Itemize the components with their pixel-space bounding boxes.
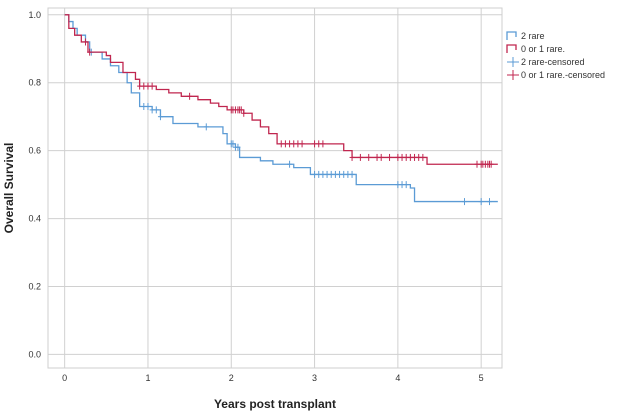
- censor-mark: [87, 48, 93, 56]
- legend-item-two-rare-censored: 2 rare-censored: [507, 57, 585, 67]
- y-axis-title: Overall Survival: [2, 143, 16, 234]
- y-tick-label: 0.2: [28, 281, 41, 291]
- y-tick-label: 1.0: [28, 10, 41, 20]
- y-tick-label: 0.4: [28, 214, 41, 224]
- censor-mark: [349, 170, 355, 178]
- series-zero-or-one-rare: [64, 14, 498, 168]
- x-tick-label: 3: [312, 373, 317, 383]
- censor-mark: [420, 153, 426, 161]
- censor-mark: [157, 113, 163, 121]
- x-tick-label: 0: [62, 373, 67, 383]
- legend-step-icon: [506, 44, 517, 53]
- legend-item-two-rare: 2 rare: [506, 31, 545, 41]
- plot-frame: [47, 7, 503, 369]
- censor-mark: [366, 153, 372, 161]
- censor-mark: [203, 123, 209, 131]
- censor-mark: [462, 198, 468, 206]
- censor-mark: [82, 38, 88, 46]
- legend-label: 0 or 1 rare.: [521, 44, 565, 54]
- censor-mark: [357, 153, 363, 161]
- censor-mark: [241, 109, 247, 117]
- y-tick-label: 0.6: [28, 146, 41, 156]
- censor-mark: [187, 92, 193, 100]
- censor-mark: [287, 160, 293, 168]
- legend-item-zero-or-one-rare-censored: 0 or 1 rare.-censored: [507, 70, 605, 80]
- censor-mark: [149, 82, 155, 90]
- censor-mark: [403, 181, 409, 189]
- censor-mark: [478, 198, 484, 206]
- censor-mark: [387, 153, 393, 161]
- x-axis-title: Years post transplant: [214, 397, 336, 411]
- axis-ticks: 0 1 2 3 4 5 0.0 0.2 0.4 0.6 0.8 1.0: [28, 10, 483, 383]
- x-tick-label: 2: [229, 373, 234, 383]
- censor-mark: [153, 106, 159, 114]
- legend-label: 0 or 1 rare.-censored: [521, 70, 605, 80]
- x-tick-label: 4: [395, 373, 400, 383]
- censor-mark: [235, 143, 241, 151]
- legend-label: 2 rare-censored: [521, 57, 585, 67]
- legend-step-icon: [506, 31, 517, 40]
- survival-curve: [64, 14, 498, 203]
- series-two-rare: [64, 14, 498, 206]
- censor-mark: [145, 102, 151, 110]
- censor-mark: [487, 198, 493, 206]
- y-tick-label: 0.8: [28, 78, 41, 88]
- censor-mark: [349, 153, 355, 161]
- censor-mark: [238, 106, 244, 114]
- legend-label: 2 rare: [521, 31, 545, 41]
- series-layer: [64, 14, 498, 206]
- legend-item-zero-or-one-rare: 0 or 1 rare.: [506, 44, 565, 54]
- censor-mark: [320, 140, 326, 148]
- x-tick-label: 5: [479, 373, 484, 383]
- legend: 2 rare 0 or 1 rare. 2 rare-censored 0 or 1 …: [506, 31, 605, 80]
- censor-mark: [230, 140, 236, 148]
- y-tick-label: 0.0: [28, 349, 41, 359]
- censor-mark: [299, 140, 305, 148]
- censor-mark: [488, 160, 494, 168]
- censor-mark: [378, 153, 384, 161]
- x-tick-label: 1: [145, 373, 150, 383]
